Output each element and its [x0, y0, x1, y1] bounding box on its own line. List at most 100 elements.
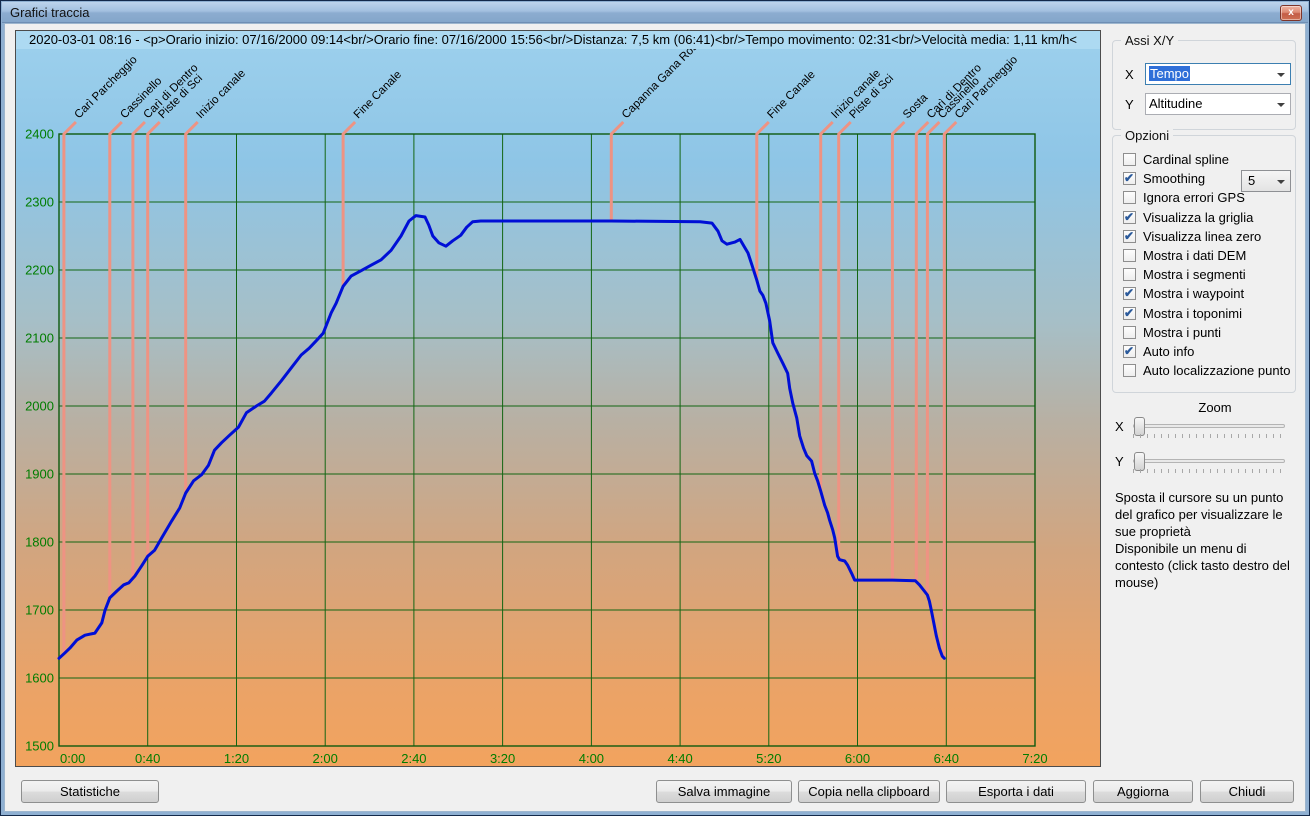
waypoint-label: Capanna Gana Ros [620, 49, 701, 121]
zoom-x-slider-ticks [1133, 434, 1285, 438]
zoom-x-slider[interactable] [1133, 417, 1285, 436]
copy-clipboard-button[interactable]: Copia nella clipboard [798, 780, 940, 803]
x-axis-value: Tempo [1149, 66, 1191, 81]
option-row-5[interactable]: Mostra i dati DEM [1123, 248, 1246, 263]
zoom-x-label: X [1115, 418, 1124, 434]
close-window-button[interactable]: Chiudi [1200, 780, 1294, 803]
smoothing-value: 5 [1248, 173, 1256, 188]
statistics-button[interactable]: Statistiche [21, 780, 159, 803]
zoom-y-label: Y [1115, 453, 1124, 469]
svg-text:4:00: 4:00 [579, 751, 604, 766]
svg-text:2000: 2000 [25, 399, 54, 414]
option-row-3[interactable]: Visualizza la griglia [1123, 210, 1253, 225]
waypoint-line [942, 120, 958, 659]
svg-text:1900: 1900 [25, 467, 54, 482]
waypoint-line [914, 120, 930, 582]
settings-panel: Assi X/Y X Tempo Y Altitudine [1105, 30, 1305, 767]
close-button[interactable]: x [1280, 5, 1302, 21]
chevron-down-icon [1277, 180, 1285, 184]
checkbox-icon[interactable] [1123, 249, 1136, 262]
options-group-title: Opzioni [1121, 128, 1174, 143]
option-row-2[interactable]: Ignora errori GPS [1123, 190, 1245, 205]
chevron-down-icon [1277, 73, 1285, 77]
option-row-7[interactable]: Mostra i waypoint [1123, 286, 1244, 301]
svg-text:6:00: 6:00 [845, 751, 870, 766]
chart-panel: 2020-03-01 08:16 - <p>Orario inizio: 07/… [15, 30, 1101, 767]
svg-text:2100: 2100 [25, 331, 54, 346]
option-label: Visualizza la griglia [1143, 209, 1254, 225]
option-label: Cardinal spline [1143, 152, 1229, 167]
altitude-chart[interactable]: 1500 1600 1700 1800 1900 2000 2100 2200 2300 2400… [16, 49, 1101, 767]
option-label: Auto info [1143, 344, 1195, 359]
option-label: Smoothing [1143, 171, 1206, 187]
waypoint-line [62, 120, 77, 654]
svg-text:4:40: 4:40 [667, 751, 692, 766]
y-axis-label: Y [1125, 96, 1134, 112]
option-row-10[interactable]: Auto info [1123, 344, 1194, 359]
checkbox-icon[interactable] [1123, 364, 1136, 378]
export-data-button[interactable]: Esporta i dati [946, 780, 1086, 803]
axes-group-title: Assi X/Y [1121, 33, 1179, 48]
waypoint-label: Inizio canale [194, 67, 248, 121]
axes-groupbox: Assi X/Y X Tempo Y Altitudine [1112, 33, 1296, 130]
option-label: Mostra i waypoint [1143, 286, 1245, 302]
option-row-9[interactable]: Mostra i punti [1123, 325, 1221, 340]
option-label: Ignora errori GPS [1143, 190, 1245, 206]
chart-background: 1500 1600 1700 1800 1900 2000 2100 2200 2300 2400… [16, 49, 1100, 766]
svg-text:2:00: 2:00 [313, 751, 338, 766]
client-area: 2020-03-01 08:16 - <p>Orario inizio: 07/… [4, 23, 1306, 812]
svg-text:6:40: 6:40 [934, 751, 959, 766]
help-line-2: Disponibile un menu di contesto (click t… [1115, 541, 1290, 590]
option-row-1[interactable]: Smoothing [1123, 171, 1205, 186]
plot-border [58, 133, 1036, 747]
option-row-0[interactable]: Cardinal spline [1123, 152, 1229, 167]
svg-text:0:00: 0:00 [60, 751, 85, 766]
option-row-6[interactable]: Mostra i segmenti [1123, 267, 1246, 282]
y-axis-value: Altitudine [1149, 96, 1203, 111]
zoom-y-slider[interactable] [1133, 452, 1285, 471]
checkbox-icon[interactable] [1123, 286, 1136, 301]
x-grid-and-labels: 0:00 0:40 1:20 2:00 2:40 3:20 4:00 4:40 5:20 6:00… [58, 134, 1048, 766]
svg-text:0:40: 0:40 [135, 751, 160, 766]
option-row-11[interactable]: Auto localizzazione punto [1123, 363, 1290, 378]
checkbox-icon[interactable] [1123, 171, 1136, 186]
checkbox-icon[interactable] [1123, 153, 1136, 166]
checkbox-icon[interactable] [1123, 268, 1136, 282]
waypoint-line [819, 120, 834, 491]
checkbox-icon[interactable] [1123, 344, 1136, 358]
checkbox-icon[interactable] [1123, 229, 1136, 243]
option-row-4[interactable]: Visualizza linea zero [1123, 229, 1261, 244]
save-image-button[interactable]: Salva immagine [656, 780, 792, 803]
waypoint-line [925, 120, 941, 595]
option-label: Mostra i segmenti [1143, 267, 1246, 283]
svg-text:7:20: 7:20 [1022, 751, 1047, 766]
zoom-y-slider-ticks [1133, 469, 1285, 473]
waypoint-line [341, 120, 357, 287]
svg-text:2300: 2300 [25, 195, 54, 210]
waypoint-line [755, 120, 770, 281]
waypoint-line [108, 120, 123, 598]
checkbox-icon[interactable] [1123, 210, 1136, 224]
title-bar[interactable]: Grafici traccia x [2, 2, 1308, 23]
checkbox-icon[interactable] [1123, 191, 1136, 205]
smoothing-select[interactable]: 5 [1241, 170, 1291, 192]
svg-text:5:20: 5:20 [756, 751, 781, 766]
option-label: Mostra i toponimi [1143, 305, 1242, 321]
svg-text:1:20: 1:20 [224, 751, 249, 766]
refresh-button[interactable]: Aggiorna [1093, 780, 1193, 803]
checkbox-icon[interactable] [1123, 325, 1136, 339]
svg-text:2:40: 2:40 [401, 751, 426, 766]
svg-text:1800: 1800 [25, 535, 54, 550]
track-info-bar: 2020-03-01 08:16 - <p>Orario inizio: 07/… [16, 31, 1100, 49]
waypoint-line [146, 120, 161, 557]
option-row-8[interactable]: Mostra i toponimi [1123, 306, 1242, 321]
option-label: Mostra i dati DEM [1143, 248, 1247, 263]
altitude-track-line[interactable] [57, 214, 946, 660]
waypoint-line [890, 120, 906, 581]
y-axis-select[interactable]: Altitudine [1145, 93, 1291, 115]
help-line-1: Sposta il cursore su un punto del grafic… [1115, 490, 1284, 539]
zoom-section-title: Zoom [1198, 400, 1232, 415]
x-axis-select[interactable]: Tempo [1145, 63, 1291, 85]
checkbox-icon[interactable] [1123, 306, 1136, 320]
